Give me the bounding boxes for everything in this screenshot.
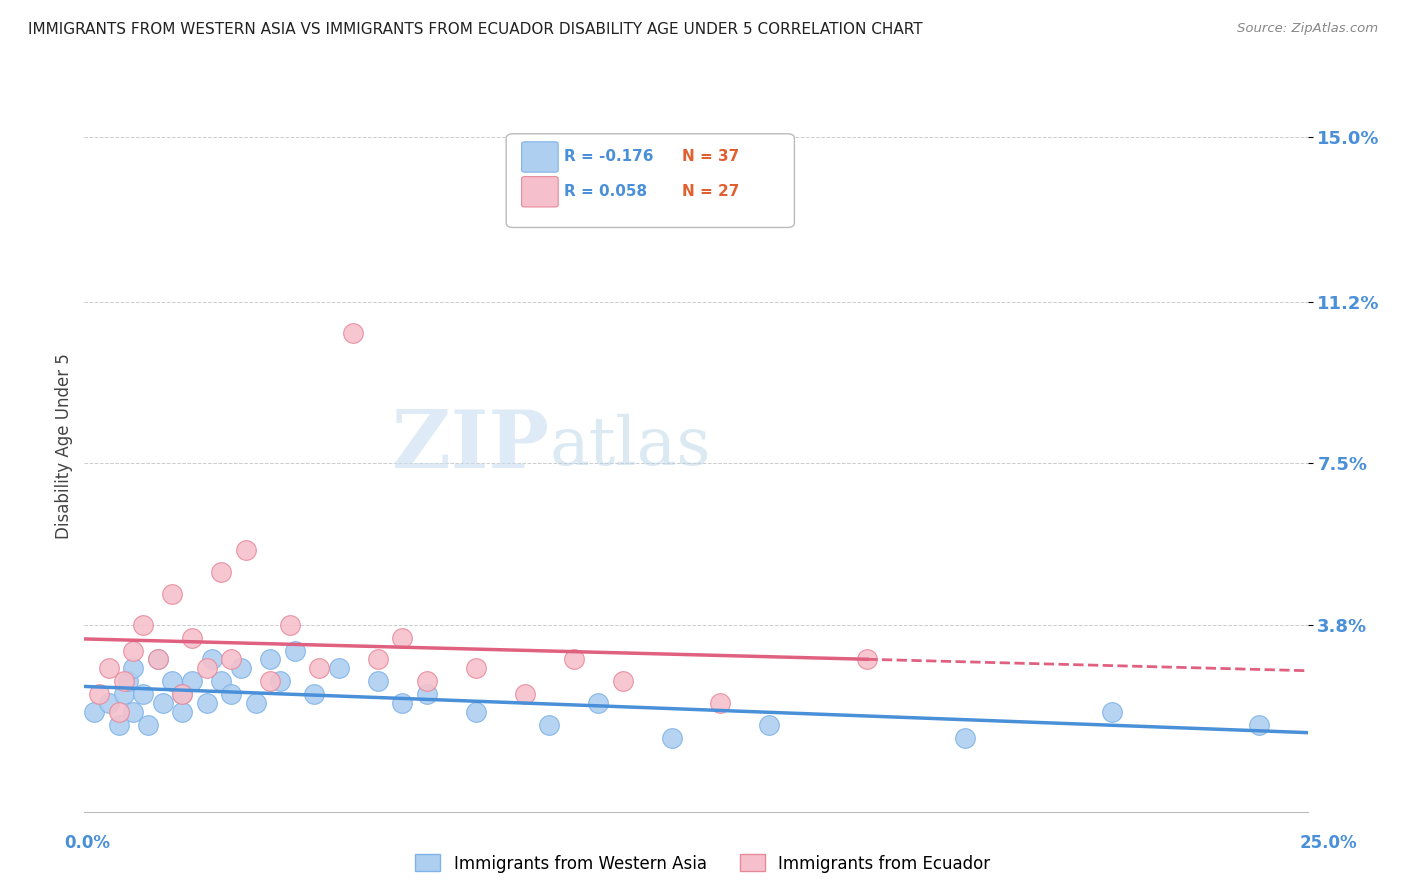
Point (117, 674, 139, 689)
Point (235, 543, 257, 558)
Point (308, 661, 330, 675)
Text: 25.0%: 25.0% (1301, 834, 1357, 852)
Point (367, 674, 389, 689)
Point (416, 687, 439, 701)
Text: N = 27: N = 27 (682, 185, 740, 199)
Text: atlas: atlas (550, 413, 710, 479)
Point (269, 674, 291, 689)
Point (278, 617, 301, 632)
Point (136, 717, 159, 731)
Point (219, 652, 242, 666)
Point (416, 674, 439, 689)
Point (97, 661, 120, 675)
Text: R = -0.176: R = -0.176 (564, 149, 654, 163)
Point (107, 717, 129, 731)
Point (709, 696, 731, 710)
Point (758, 717, 780, 731)
Point (152, 696, 174, 710)
Text: 0.0%: 0.0% (65, 834, 110, 852)
Point (122, 643, 145, 657)
Point (259, 652, 281, 666)
Point (181, 674, 204, 689)
Point (538, 717, 561, 731)
Point (132, 617, 155, 632)
Point (342, 326, 364, 340)
Text: ZIP: ZIP (392, 407, 550, 485)
Point (391, 631, 413, 645)
Point (284, 643, 307, 657)
Point (586, 696, 609, 710)
Point (162, 674, 184, 689)
Point (661, 731, 683, 745)
Text: Source: ZipAtlas.com: Source: ZipAtlas.com (1237, 22, 1378, 36)
Point (328, 661, 350, 675)
Point (1247, 717, 1270, 731)
Point (464, 661, 486, 675)
Point (162, 587, 184, 601)
Point (122, 661, 145, 675)
Point (181, 631, 204, 645)
Point (112, 674, 135, 689)
Y-axis label: Disability Age Under 5: Disability Age Under 5 (55, 353, 73, 539)
Point (122, 705, 145, 719)
Point (219, 687, 242, 701)
Point (172, 705, 194, 719)
Point (83, 705, 105, 719)
Point (464, 705, 486, 719)
Point (195, 696, 218, 710)
Point (112, 687, 135, 701)
Point (132, 687, 155, 701)
Point (107, 705, 129, 719)
Point (391, 696, 413, 710)
Point (229, 661, 252, 675)
Point (304, 687, 326, 701)
Point (172, 687, 194, 701)
Point (612, 674, 634, 689)
Point (245, 696, 267, 710)
Text: N = 37: N = 37 (682, 149, 740, 163)
Point (209, 566, 232, 580)
Point (97, 696, 120, 710)
Text: R = 0.058: R = 0.058 (564, 185, 647, 199)
Point (195, 661, 218, 675)
Point (200, 652, 222, 666)
Point (953, 731, 976, 745)
Point (367, 652, 389, 666)
Point (562, 652, 585, 666)
Point (172, 687, 194, 701)
Point (513, 687, 536, 701)
Point (259, 674, 281, 689)
Point (209, 674, 232, 689)
Text: IMMIGRANTS FROM WESTERN ASIA VS IMMIGRANTS FROM ECUADOR DISABILITY AGE UNDER 5 C: IMMIGRANTS FROM WESTERN ASIA VS IMMIGRAN… (28, 22, 922, 37)
Point (1101, 705, 1123, 719)
Point (87, 687, 110, 701)
Point (146, 652, 169, 666)
Legend: Immigrants from Western Asia, Immigrants from Ecuador: Immigrants from Western Asia, Immigrants… (409, 847, 997, 880)
Point (856, 652, 879, 666)
Point (146, 652, 169, 666)
